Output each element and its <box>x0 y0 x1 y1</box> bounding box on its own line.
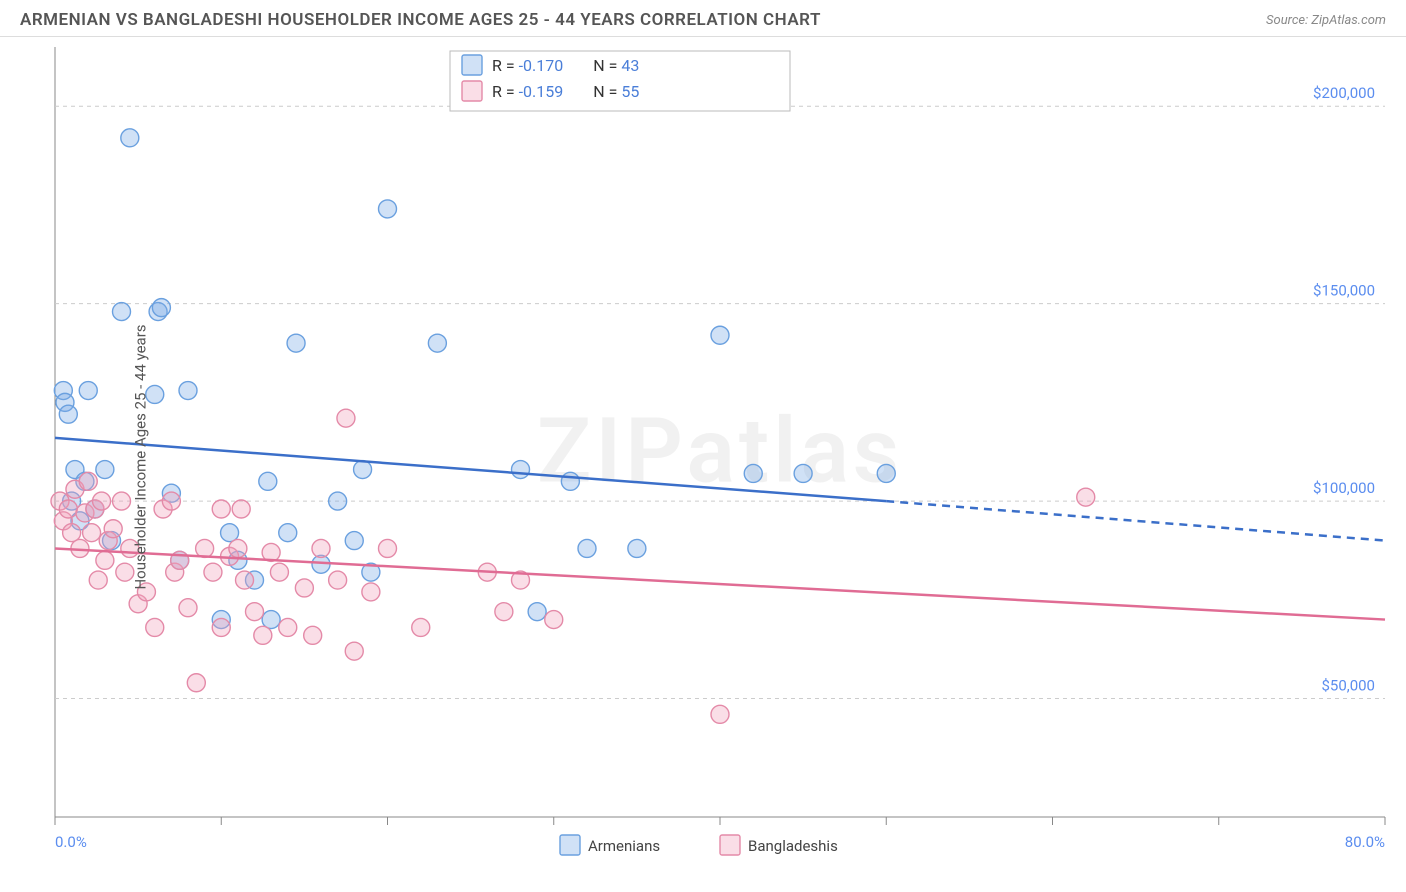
svg-text:Armenians: Armenians <box>588 837 660 855</box>
svg-text:0.0%: 0.0% <box>55 833 87 851</box>
chart-source: Source: ZipAtlas.com <box>1266 13 1386 28</box>
scatter-chart: $50,000 $100,000 $150,000 $200,000 0.0% 80.0%… <box>0 37 1406 877</box>
svg-text:$150,000: $150,000 <box>1313 282 1375 300</box>
svg-text:80.0%: 80.0% <box>1345 833 1385 851</box>
svg-text:Bangladeshis: Bangladeshis <box>748 837 838 855</box>
chart-header: ARMENIAN VS BANGLADESHI HOUSEHOLDER INCO… <box>0 0 1406 37</box>
svg-text:$50,000: $50,000 <box>1321 677 1375 695</box>
y-axis-label: Householder Income Ages 25 - 44 years <box>132 324 150 589</box>
chart-title: ARMENIAN VS BANGLADESHI HOUSEHOLDER INCO… <box>20 10 821 30</box>
svg-text:$200,000: $200,000 <box>1313 84 1375 102</box>
chart-area: Householder Income Ages 25 - 44 years $5… <box>0 37 1406 877</box>
svg-text:$100,000: $100,000 <box>1313 479 1375 497</box>
